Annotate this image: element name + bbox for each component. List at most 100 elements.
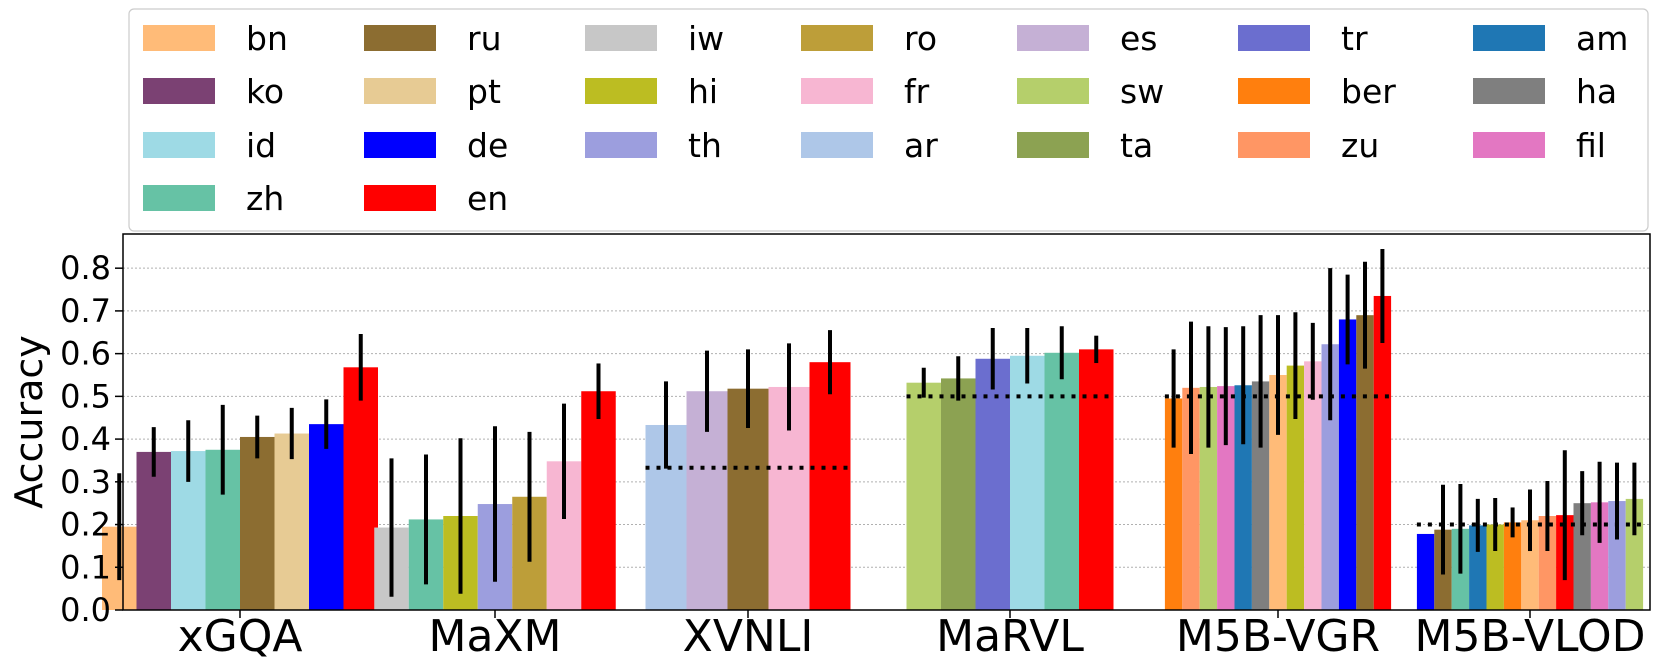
bar-M5B-VGR-ber bbox=[1164, 398, 1183, 610]
x-tick-label-xGQA: xGQA bbox=[178, 611, 303, 662]
bar-M5B-VLOD-zu bbox=[1538, 516, 1557, 610]
group-XVNLI bbox=[645, 330, 851, 610]
group-MaXM bbox=[374, 363, 616, 610]
y-tick-label: 0.3 bbox=[60, 463, 111, 501]
bar-MaXM-en bbox=[581, 391, 616, 610]
y-tick-label: 0.0 bbox=[60, 591, 111, 629]
bar-M5B-VGR-zu bbox=[1182, 387, 1200, 610]
legend-label-zu: zu bbox=[1341, 126, 1379, 165]
y-tick-label: 0.7 bbox=[60, 292, 111, 330]
bar-M5B-VLOD-th bbox=[1608, 501, 1626, 610]
legend-label-th: th bbox=[688, 126, 722, 165]
bar-M5B-VLOD-am bbox=[1469, 525, 1487, 610]
legend-swatch-bn bbox=[143, 25, 215, 51]
chance-lines bbox=[645, 394, 1644, 527]
legend-swatch-de bbox=[364, 132, 436, 158]
bar-M5B-VLOD-hi bbox=[1486, 524, 1504, 610]
legend-label-fr: fr bbox=[904, 72, 930, 111]
legend-label-ru: ru bbox=[467, 19, 501, 58]
legend-swatch-en bbox=[364, 185, 436, 211]
x-tick-label-M5B-VLOD: M5B-VLOD bbox=[1415, 611, 1646, 662]
legend-swatch-id bbox=[143, 132, 215, 158]
y-tick-label: 0.2 bbox=[60, 506, 111, 544]
legend-label-id: id bbox=[246, 126, 276, 165]
legend-label-ro: ro bbox=[904, 19, 937, 58]
legend-swatch-hi bbox=[585, 78, 657, 104]
legend-label-am: am bbox=[1576, 19, 1628, 58]
bar-M5B-VGR-sw bbox=[1199, 386, 1218, 610]
bar-M5B-VLOD-fil bbox=[1590, 502, 1609, 610]
bar-M5B-VLOD-ha bbox=[1573, 503, 1591, 610]
y-tick-label: 0.1 bbox=[60, 548, 111, 586]
legend-swatch-ber bbox=[1238, 78, 1310, 104]
bar-xGQA-de bbox=[309, 424, 344, 610]
bar-M5B-VGR-am bbox=[1234, 385, 1252, 610]
y-tick-label: 0.8 bbox=[60, 249, 111, 287]
group-xGQA bbox=[102, 333, 378, 610]
y-tick-label: 0.6 bbox=[60, 335, 111, 373]
x-tick-label-MaRVL: MaRVL bbox=[936, 611, 1084, 662]
legend-label-hi: hi bbox=[688, 72, 718, 111]
y-axis-title: Accuracy bbox=[7, 335, 51, 509]
bar-XVNLI-en bbox=[809, 362, 851, 610]
bar-M5B-VGR-bn bbox=[1269, 375, 1287, 610]
legend-label-sw: sw bbox=[1120, 72, 1164, 111]
legend-swatch-ko bbox=[143, 78, 215, 104]
legend-label-de: de bbox=[467, 126, 508, 165]
bar-MaRVL-sw bbox=[906, 382, 941, 610]
bar-MaRVL-en bbox=[1079, 349, 1114, 610]
y-tick-label: 0.5 bbox=[60, 377, 111, 415]
bar-M5B-VGR-en bbox=[1373, 295, 1392, 610]
legend-label-pt: pt bbox=[467, 72, 501, 111]
bar-M5B-VLOD-ber bbox=[1503, 522, 1522, 610]
bar-M5B-VLOD-bn bbox=[1521, 520, 1539, 610]
bar-xGQA-pt bbox=[274, 433, 309, 610]
y-axis: 0.0 0.1 0.2 0.3 0.4 0.5 0.6 0.7 0.8 bbox=[60, 249, 123, 629]
legend-box bbox=[128, 8, 1649, 232]
plot-frame bbox=[122, 233, 1651, 611]
bar-M5B-VGR-ru bbox=[1356, 315, 1374, 610]
legend: bn ko id zh ru pt de en iw hi th ro fr ar es sw ta tr ber z… bbox=[143, 19, 1628, 218]
x-axis: xGQA MaXM XVNLI MaRVL M5B-VGR M5B-VLOD bbox=[178, 610, 1646, 662]
legend-label-en: en bbox=[467, 179, 508, 218]
legend-swatch-th bbox=[585, 132, 657, 158]
bar-MaRVL-ta bbox=[941, 378, 976, 610]
group-MaRVL bbox=[906, 326, 1114, 610]
legend-swatch-ru bbox=[364, 25, 436, 51]
legend-label-ko: ko bbox=[246, 72, 284, 111]
legend-label-tr: tr bbox=[1341, 19, 1368, 58]
legend-label-iw: iw bbox=[688, 19, 724, 58]
bar-xGQA-en bbox=[343, 367, 378, 610]
x-tick-label-XVNLI: XVNLI bbox=[683, 611, 814, 662]
legend-swatch-es bbox=[1017, 25, 1089, 51]
legend-swatch-pt bbox=[364, 78, 436, 104]
bar-M5B-VGR-th bbox=[1321, 344, 1339, 610]
bar-xGQA-ru bbox=[240, 436, 275, 610]
legend-swatch-am bbox=[1473, 25, 1545, 51]
legend-label-ha: ha bbox=[1576, 72, 1617, 111]
group-M5B-VLOD bbox=[1416, 450, 1644, 610]
gridlines bbox=[123, 267, 1650, 568]
legend-swatch-iw bbox=[585, 25, 657, 51]
bar-M5B-VGR-hi bbox=[1286, 365, 1305, 610]
bar-M5B-VLOD-de bbox=[1416, 533, 1435, 610]
legend-label-zh: zh bbox=[246, 179, 284, 218]
legend-label-bn: bn bbox=[246, 19, 288, 58]
bar-xGQA-ko bbox=[136, 451, 171, 610]
legend-swatch-ar bbox=[801, 132, 873, 158]
legend-swatch-fr bbox=[801, 78, 873, 104]
legend-label-fil: fil bbox=[1576, 126, 1606, 165]
y-tick-label: 0.4 bbox=[60, 420, 111, 458]
bar-MaRVL-zh bbox=[1044, 352, 1079, 610]
legend-swatch-ta bbox=[1017, 132, 1089, 158]
x-tick-label-MaXM: MaXM bbox=[428, 611, 561, 662]
bar-MaRVL-tr bbox=[975, 358, 1010, 610]
bar-MaRVL-id bbox=[1010, 355, 1045, 610]
bar-M5B-VGR-ha bbox=[1251, 381, 1270, 610]
bar-M5B-VGR-de bbox=[1338, 319, 1357, 610]
legend-swatch-tr bbox=[1238, 25, 1310, 51]
legend-swatch-ha bbox=[1473, 78, 1545, 104]
legend-label-ber: ber bbox=[1341, 72, 1396, 111]
bar-M5B-VGR-fil bbox=[1217, 386, 1235, 610]
